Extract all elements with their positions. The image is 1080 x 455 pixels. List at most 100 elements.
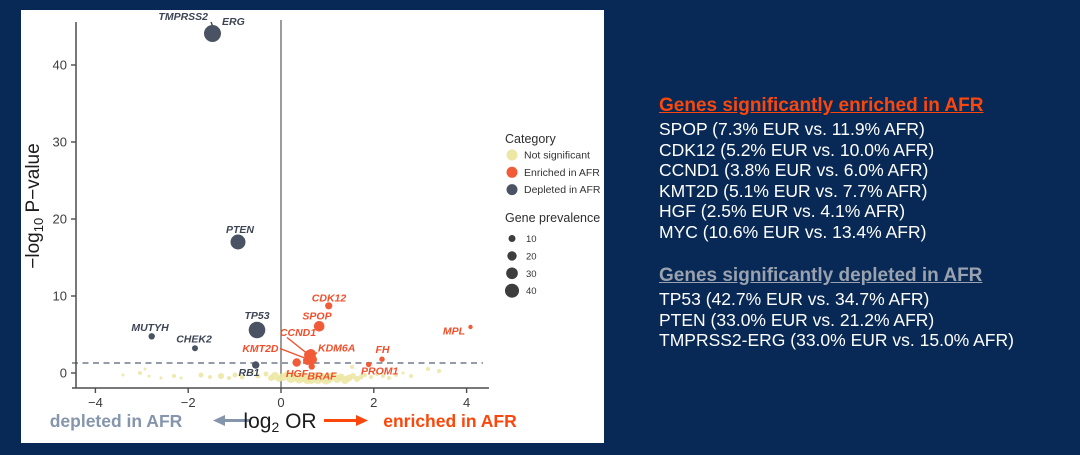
gene-point-BRAF: [308, 363, 315, 370]
not-significant-point: [354, 376, 360, 382]
depleted-gene-item: PTEN (33.0% EUR vs. 21.2% AFR): [659, 309, 935, 330]
depleted-genes-list: TP53 (42.7% EUR vs. 34.7% AFR) PTEN (33.0…: [659, 289, 1014, 351]
legend-size-label: 30: [526, 269, 537, 280]
not-significant-point: [263, 371, 269, 377]
legend-size-dot: [507, 251, 517, 261]
not-significant-point: [147, 374, 151, 378]
legend-swatch: [506, 166, 518, 178]
not-significant-point: [381, 374, 385, 378]
volcano-plot: 0 10 20 30 40 −4 −2 0 2 4 −log10 P−value PTEN TP53 MU…: [23, 11, 601, 435]
not-significant-point: [159, 376, 163, 380]
not-significant-point: [218, 373, 224, 379]
leader-lines: [210, 21, 318, 360]
enriched-direction-label: enriched in AFR: [383, 411, 517, 431]
not-significant-point: [401, 371, 405, 375]
depleted-gene-item: TMPRSS2-ERG (33.0% EUR vs. 15.0% AFR): [659, 330, 1014, 350]
gene-point-TP53: [248, 321, 266, 339]
not-significant-point: [394, 373, 398, 377]
not-significant-point: [208, 375, 212, 379]
x-tick-label: 2: [370, 395, 377, 410]
gene-label-CDK12: CDK12: [312, 293, 347, 305]
gene-label-CHEK2: CHEK2: [176, 334, 212, 346]
gene-point-MUTYH: [148, 333, 155, 340]
label-leader-line: [279, 347, 307, 360]
not-significant-point: [255, 373, 261, 379]
enriched-gene-item: CCND1 (3.8% EUR vs. 6.0% AFR): [659, 160, 929, 180]
gene-point-SPOP: [313, 321, 325, 332]
x-tick-label: 4: [463, 395, 470, 410]
gene-label-MPL: MPL: [443, 326, 465, 338]
legend-size-title: Gene prevalence: [505, 211, 600, 225]
y-axis-title: −log10 P−value: [23, 143, 46, 268]
gene-point-PTEN: [230, 234, 246, 250]
not-significant-point: [369, 375, 373, 379]
direction-annotations: depleted in AFR log2 OR enriched in AFR: [50, 410, 517, 435]
enriched-gene-item: KMT2D (5.1% EUR vs. 7.7% AFR): [659, 180, 928, 201]
x-tick-label: −4: [88, 395, 103, 410]
legend: Category Not significant Enriched in AFR De…: [504, 132, 601, 298]
not-significant-point: [426, 367, 430, 371]
gene-label-SPOP: SPOP: [302, 311, 332, 323]
not-significant-point: [375, 372, 379, 376]
not-significant-point: [363, 373, 367, 377]
not-significant-point: [227, 376, 231, 380]
gene-label-RB1: RB1: [238, 367, 259, 379]
legend-swatch: [506, 149, 518, 161]
left-arrow-icon: [213, 415, 225, 426]
gene-label-TP53: TP53: [244, 310, 269, 322]
legend-size-dot: [506, 267, 518, 280]
gene-label-CCND1: CCND1: [280, 327, 316, 339]
gene-label-PTEN: PTEN: [226, 224, 254, 236]
gene-label-KMT2D: KMT2D: [242, 343, 279, 355]
legend-size-label: 20: [526, 251, 537, 262]
not-significant-point: [198, 372, 204, 378]
gene-summary-panel: Genes significantly enriched in AFR SPOP…: [659, 95, 1014, 351]
legend-size-label: 10: [526, 234, 537, 245]
depleted-genes-title: Genes significantly depleted in AFR: [659, 265, 983, 286]
x-tick-label: 0: [277, 395, 284, 410]
y-tick-label: 0: [60, 366, 67, 381]
axes: 0 10 20 30 40 −4 −2 0 2 4: [53, 22, 489, 410]
not-significant-point: [358, 374, 364, 380]
gene-point-MPL: [468, 324, 473, 330]
y-tick-label: 10: [53, 289, 67, 304]
enriched-genes-title: Genes significantly enriched in AFR: [659, 95, 984, 116]
gene-label-PROM1: PROM1: [361, 366, 399, 378]
not-significant-point: [138, 371, 142, 375]
not-significant-point: [179, 376, 183, 380]
gene-point-KMT2D: [303, 356, 312, 365]
gene-label-BRAF: BRAF: [307, 371, 337, 383]
y-tick-label: 40: [53, 58, 67, 73]
gene-label-MUTYH: MUTYH: [131, 322, 169, 334]
y-tick-label: 20: [53, 212, 67, 227]
gene-points: [148, 25, 473, 370]
gene-labels: PTEN TP53 MUTYH CHEK2 RB1 CDK12 SPOP KDM6ACCND1…: [131, 11, 465, 383]
not-significant-point: [121, 373, 125, 377]
not-significant-points: [121, 365, 441, 385]
not-significant-point: [232, 372, 238, 378]
not-significant-point: [239, 374, 245, 380]
gene-point-FH: [379, 356, 385, 362]
enriched-gene-item: CDK12 (5.2% EUR vs. 10.0% AFR): [659, 139, 935, 160]
legend-size-dot: [504, 283, 520, 298]
gene-label-KDM6A: KDM6A: [318, 343, 355, 355]
right-arrow-icon: [356, 415, 368, 426]
depleted-direction-label: depleted in AFR: [50, 411, 183, 431]
legend-size-label: 40: [526, 286, 537, 297]
gene-point-RB1: [252, 361, 260, 369]
gene-label-HGF: HGF: [286, 368, 309, 380]
gene-point-TMPRSS2-ERG: [204, 25, 221, 42]
not-significant-point: [437, 369, 441, 373]
not-significant-point: [251, 370, 255, 374]
legend-category-label: Enriched in AFR: [524, 167, 600, 179]
legend-swatch: [506, 184, 518, 196]
enriched-gene-item: SPOP (7.3% EUR vs. 11.9% AFR): [659, 119, 925, 139]
gene-label-TMPRSS2: TMPRSS2: [158, 11, 208, 23]
not-significant-point: [143, 367, 147, 371]
enriched-gene-item: MYC (10.6% EUR vs. 13.4% AFR): [659, 221, 927, 242]
gene-point-CDK12: [325, 302, 333, 310]
gene-point-CHEK2: [192, 345, 198, 352]
legend-size-dot: [508, 235, 516, 242]
volcano-plot-panel: 0 10 20 30 40 −4 −2 0 2 4 −log10 P−value PTEN TP53 MU…: [21, 10, 604, 443]
legend-category-label: Not significant: [524, 150, 590, 162]
